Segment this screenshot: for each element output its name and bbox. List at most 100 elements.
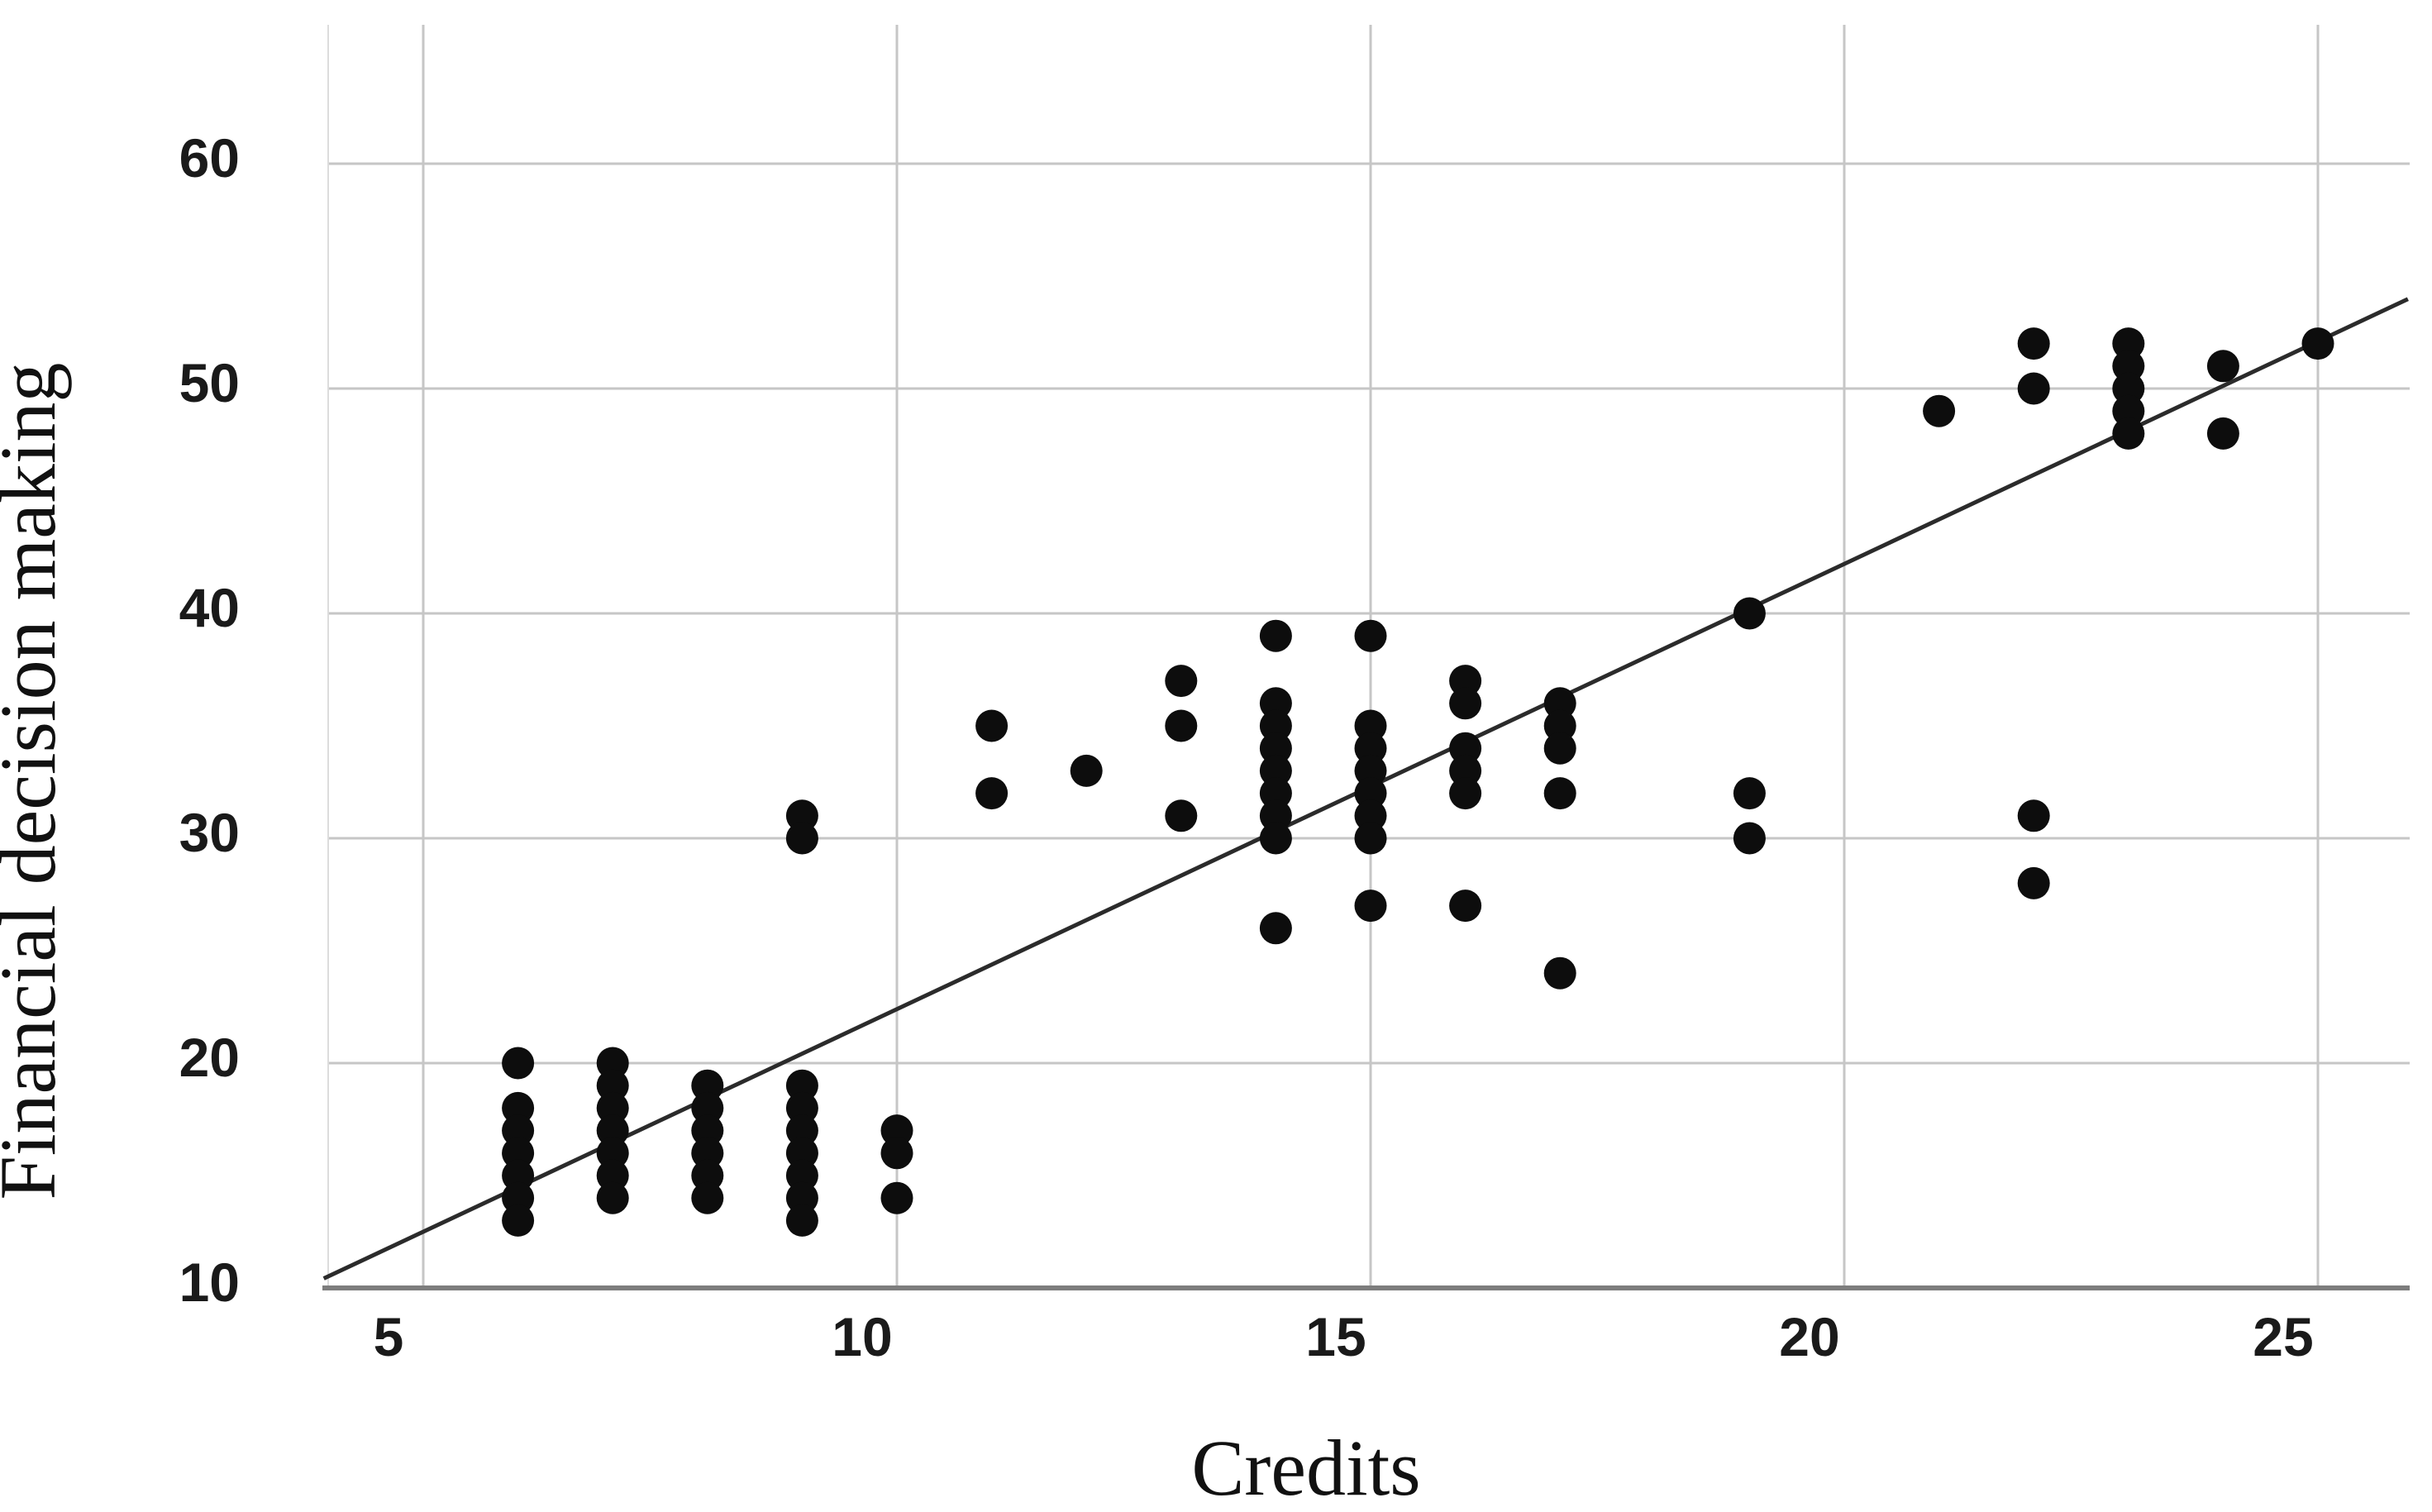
data-point <box>596 1091 629 1124</box>
data-point <box>1449 732 1482 765</box>
data-point <box>1165 709 1198 742</box>
data-point <box>1354 709 1387 742</box>
data-point <box>1259 754 1292 787</box>
data-point <box>1070 754 1103 787</box>
data-point <box>1449 687 1482 720</box>
y-axis-title: Financial decision making <box>0 362 72 1200</box>
data-point <box>1733 822 1766 855</box>
data-point <box>596 1159 629 1192</box>
data-point <box>596 1069 629 1102</box>
data-point <box>502 1047 535 1080</box>
x-tick-label: 10 <box>832 1306 892 1367</box>
data-point <box>1923 394 1956 427</box>
data-point <box>1354 822 1387 855</box>
data-points <box>502 327 2334 1237</box>
data-point <box>502 1159 535 1192</box>
x-tick-label: 5 <box>374 1306 404 1367</box>
data-point <box>1259 732 1292 765</box>
data-point <box>1733 597 1766 630</box>
data-point <box>691 1137 724 1170</box>
data-point <box>1259 709 1292 742</box>
y-tick-label: 10 <box>179 1252 240 1313</box>
data-point <box>2112 394 2145 427</box>
data-point <box>2301 327 2334 360</box>
data-point <box>2206 350 2239 383</box>
data-point <box>502 1137 535 1170</box>
data-point <box>1165 799 1198 832</box>
data-point <box>785 1137 818 1170</box>
data-point <box>2206 417 2239 450</box>
data-point <box>1165 665 1198 698</box>
data-point <box>1259 687 1292 720</box>
data-point <box>1449 665 1482 698</box>
data-point <box>1259 799 1292 832</box>
data-point <box>1543 709 1576 742</box>
data-point <box>691 1159 724 1192</box>
data-point <box>596 1137 629 1170</box>
data-point <box>785 799 818 832</box>
data-point <box>2112 350 2145 383</box>
data-point <box>975 777 1009 810</box>
data-point <box>2112 372 2145 405</box>
data-point <box>785 1159 818 1192</box>
data-point <box>2017 372 2050 405</box>
data-point <box>975 709 1009 742</box>
data-point <box>785 1114 818 1147</box>
data-point <box>1354 732 1387 765</box>
data-point <box>880 1114 913 1147</box>
data-point <box>1354 619 1387 652</box>
data-point <box>2112 417 2145 450</box>
data-point <box>2017 327 2050 360</box>
y-tick-labels: 10 20 30 40 50 60 <box>179 127 240 1313</box>
data-point <box>502 1114 535 1147</box>
data-point <box>1543 956 1576 990</box>
data-point <box>691 1091 724 1124</box>
y-tick-label: 20 <box>179 1027 240 1088</box>
data-point <box>596 1047 629 1080</box>
data-point <box>1543 687 1576 720</box>
data-point <box>502 1204 535 1237</box>
y-tick-label: 30 <box>179 802 240 863</box>
data-point <box>785 1181 818 1214</box>
data-point <box>785 1091 818 1124</box>
data-point <box>1543 777 1576 810</box>
y-tick-label: 40 <box>179 577 240 638</box>
data-point <box>596 1181 629 1214</box>
data-point <box>880 1137 913 1170</box>
data-point <box>1259 822 1292 855</box>
data-point <box>1259 777 1292 810</box>
x-axis-title: Credits <box>1191 1424 1420 1512</box>
data-point <box>502 1181 535 1214</box>
data-point <box>2112 327 2145 360</box>
x-tick-label: 15 <box>1305 1306 1366 1367</box>
x-tick-label: 25 <box>2253 1306 2313 1367</box>
y-tick-label: 50 <box>179 352 240 413</box>
x-tick-labels: 5 10 15 20 25 <box>374 1306 2314 1367</box>
data-point <box>1259 912 1292 945</box>
data-point <box>785 1069 818 1102</box>
data-point <box>691 1069 724 1102</box>
data-point <box>1449 890 1482 923</box>
data-point <box>2017 799 2050 832</box>
data-point <box>691 1181 724 1214</box>
data-point <box>785 1204 818 1237</box>
data-point <box>1259 619 1292 652</box>
data-point <box>1449 777 1482 810</box>
data-point <box>1354 890 1387 923</box>
data-point <box>1354 799 1387 832</box>
gridlines <box>327 25 2410 1288</box>
y-tick-label: 60 <box>179 127 240 188</box>
data-point <box>1449 754 1482 787</box>
data-point <box>502 1091 535 1124</box>
data-point <box>785 822 818 855</box>
x-tick-label: 20 <box>1779 1306 1839 1367</box>
data-point <box>596 1114 629 1147</box>
data-point <box>880 1181 913 1214</box>
data-point <box>1733 777 1766 810</box>
data-point <box>1354 777 1387 810</box>
data-point <box>2017 866 2050 899</box>
data-point <box>1543 732 1576 765</box>
data-point <box>1354 754 1387 787</box>
